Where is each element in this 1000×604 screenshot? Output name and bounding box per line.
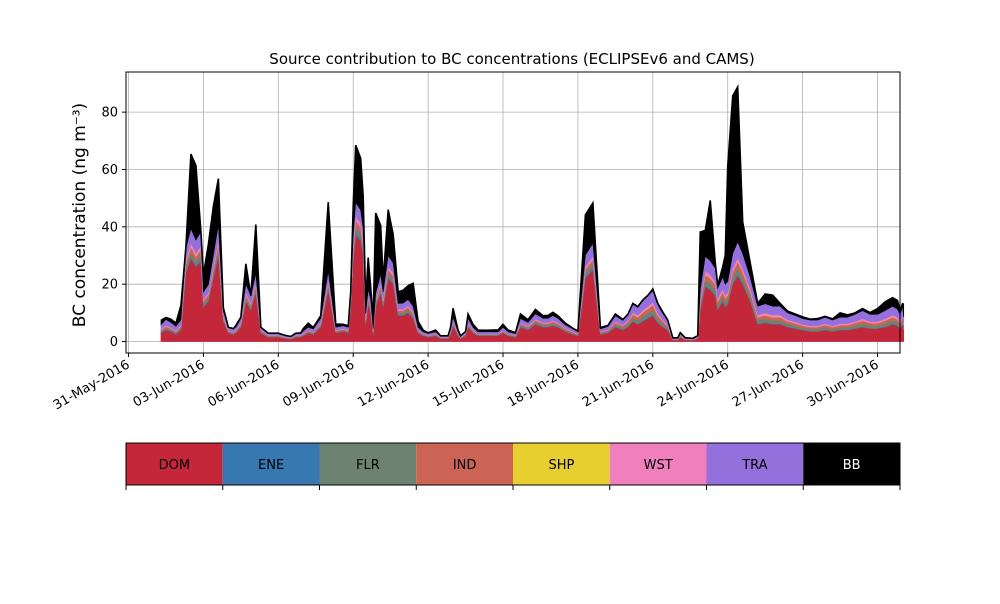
x-tick-label: 24-Jun-2016 xyxy=(655,357,732,410)
legend-swatch-tra xyxy=(706,443,804,485)
legend-swatch-ind xyxy=(416,443,513,485)
legend-swatch-wst xyxy=(609,443,707,485)
x-tick-label: 31-May-2016 xyxy=(51,357,133,413)
stacked-areas xyxy=(160,84,905,342)
y-axis-label: BC concentration (ng m⁻³) xyxy=(70,103,90,327)
legend-swatch-bb xyxy=(803,443,900,485)
x-tick-label: 18-Jun-2016 xyxy=(505,357,582,410)
axes: 0 20 40 60 80 31-May-201603-Jun-201606-Jun-20… xyxy=(51,71,901,413)
chart-title: Source contribution to BC concentrations… xyxy=(269,50,754,68)
legend-label-dom: DOM xyxy=(159,458,190,473)
x-tick-label: 06-Jun-2016 xyxy=(205,357,282,410)
plot-frame xyxy=(125,71,901,354)
x-tick-label: 30-Jun-2016 xyxy=(805,357,882,410)
x-tick-label: 21-Jun-2016 xyxy=(580,357,657,410)
legend-swatch-ene xyxy=(222,443,320,485)
y-tick-label: 60 xyxy=(101,163,118,178)
legend-label-wst: WST xyxy=(644,458,673,473)
legend-label-ene: ENE xyxy=(258,458,284,473)
y-tick-label: 80 xyxy=(101,106,118,121)
x-tick-label: 09-Jun-2016 xyxy=(280,357,357,410)
legend-label-bb: BB xyxy=(843,458,861,473)
total-outline xyxy=(160,84,905,340)
y-tick-label: 20 xyxy=(101,278,118,293)
legend-label-flr: FLR xyxy=(356,458,380,473)
x-tick-label: 27-Jun-2016 xyxy=(730,357,807,410)
legend-label-tra: TRA xyxy=(741,458,767,473)
x-tick-label: 03-Jun-2016 xyxy=(131,357,208,410)
x-tick-label: 15-Jun-2016 xyxy=(430,357,507,410)
area-tra xyxy=(160,201,905,340)
y-tick-label: 0 xyxy=(110,335,118,350)
legend-swatch-shp xyxy=(513,443,610,485)
legend-label-shp: SHP xyxy=(548,458,574,473)
legend: DOM ENE FLR IND SHP WST TRA BB xyxy=(125,442,901,490)
y-tick-label: 40 xyxy=(101,220,118,235)
legend-label-ind: IND xyxy=(453,458,477,473)
legend-swatch-flr xyxy=(319,443,417,485)
legend-swatch-dom xyxy=(126,443,223,485)
x-tick-label: 12-Jun-2016 xyxy=(355,357,432,410)
area-bb xyxy=(160,85,905,339)
